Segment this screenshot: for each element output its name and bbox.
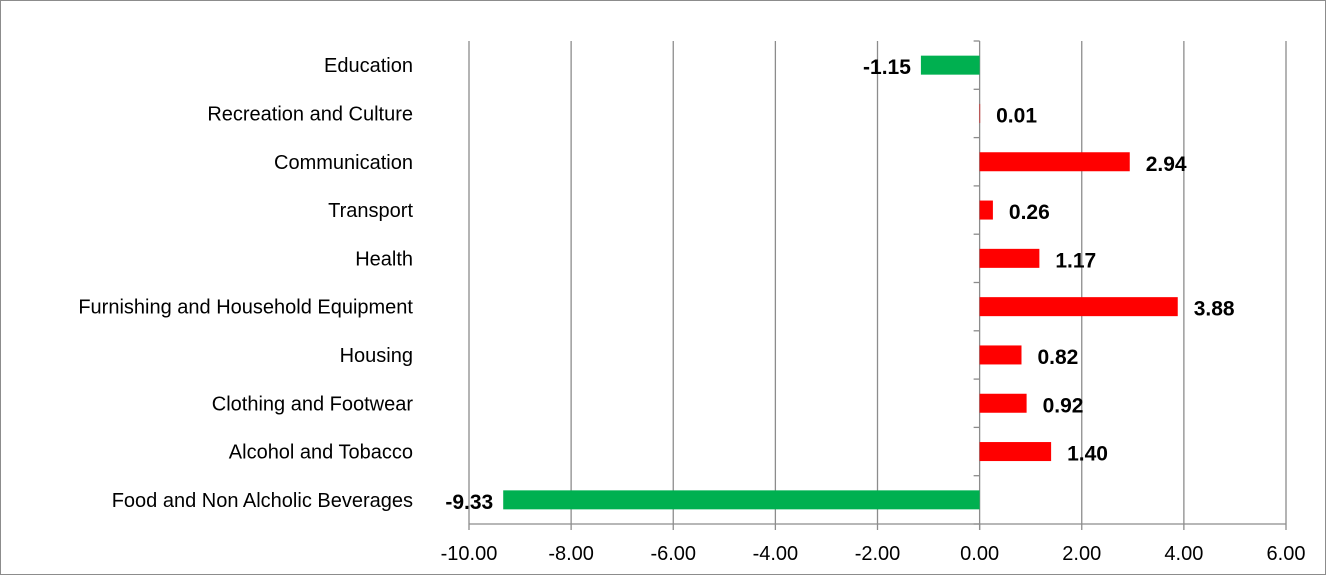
data-label: 0.92 [1043,394,1084,417]
x-tick-label: 0.00 [960,543,999,565]
data-label: 2.94 [1146,153,1187,176]
bar [979,103,981,123]
category-label: Communication [274,152,413,174]
data-label: 3.88 [1194,298,1235,321]
data-label: -1.15 [863,56,911,79]
bar [979,297,1178,317]
category-label: Housing [340,345,413,367]
category-label: Health [355,248,413,270]
bar [503,490,980,510]
data-label: 0.82 [1037,346,1078,369]
data-label: -9.33 [445,491,493,514]
x-tick-label: -2.00 [855,543,901,565]
data-label: 1.17 [1055,249,1096,272]
bar [920,55,980,75]
category-label: Clothing and Footwear [212,393,414,415]
category-label: Food and Non Alcholic Beverages [112,490,413,512]
category-label: Alcohol and Tobacco [229,442,413,464]
bar [979,152,1130,172]
x-tick-label: -10.00 [441,543,498,565]
bar [979,200,993,220]
data-label: 0.26 [1009,201,1050,224]
category-label: Furnishing and Household Equipment [78,297,413,319]
x-tick-label: -4.00 [753,543,799,565]
bar [979,442,1052,462]
data-label: 1.40 [1067,443,1108,466]
bar [979,345,1022,365]
category-label: Transport [328,200,413,222]
bar [979,248,1040,268]
bar [979,393,1027,413]
category-label: Education [324,55,413,77]
data-label: 0.01 [996,104,1037,127]
x-tick-label: 4.00 [1164,543,1203,565]
x-tick-label: 6.00 [1267,543,1306,565]
x-tick-label: -6.00 [650,543,696,565]
x-tick-label: 2.00 [1062,543,1101,565]
x-tick-label: -8.00 [548,543,594,565]
category-label: Recreation and Culture [207,103,413,125]
